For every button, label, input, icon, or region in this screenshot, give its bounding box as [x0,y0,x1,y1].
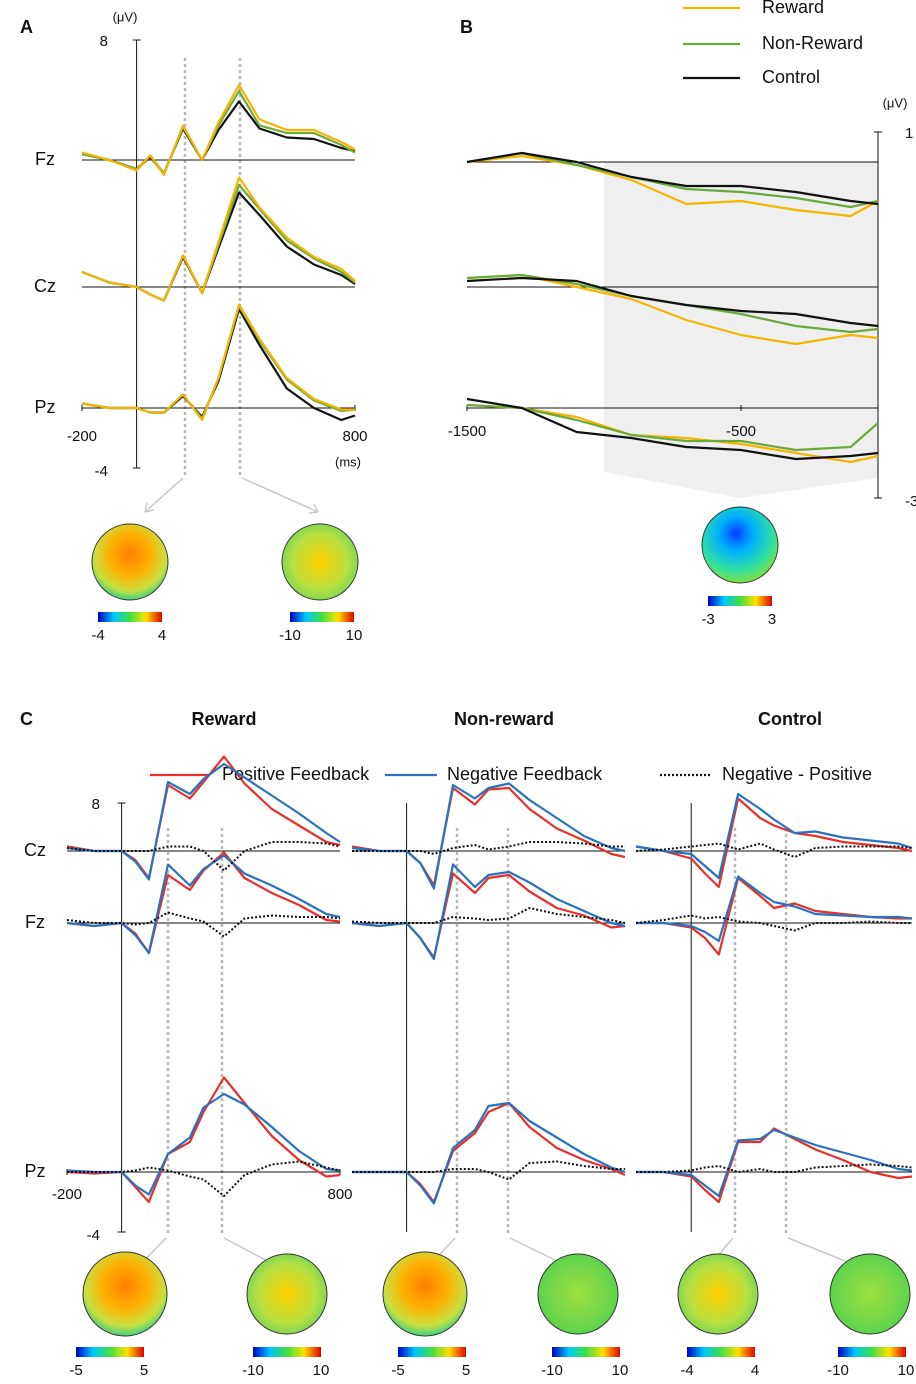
waveform [67,1160,341,1197]
x-tick-label: -200 [67,428,97,445]
waveform [81,304,356,420]
y-tick-label: -3 [905,493,916,510]
x-tick-label: 800 [342,428,367,445]
colorbar [398,1347,466,1357]
chart-title: Non-reward [454,709,554,729]
waveform [466,151,879,206]
colorbar [838,1347,906,1357]
waveform [352,1101,626,1204]
waveform [351,872,626,959]
colorbar [290,612,354,622]
colorbar [708,596,772,606]
colorbar-label: 10 [346,627,363,644]
waveform [81,307,356,422]
colorbar-label: -10 [242,1362,264,1379]
waveform [81,303,355,422]
x-tick-label: -1500 [448,423,486,440]
colorbar-label: 4 [158,627,166,644]
chart-title: Reward [191,709,256,729]
electrode-label: Cz [24,840,46,860]
colorbar [253,1347,321,1357]
waveform [66,854,341,955]
colorbar-label: -4 [680,1362,693,1379]
colorbar-label: 4 [751,1362,759,1379]
colorbar-label: 10 [612,1362,629,1379]
waveform [636,1128,913,1198]
y-tick-label: 8 [100,33,108,50]
y-tick-label: -4 [95,463,108,480]
panel-letter: C [20,709,33,729]
x-tick-label: -200 [52,1186,82,1203]
colorbar-label: -4 [91,627,104,644]
waveform [352,841,625,855]
x-tick-label: -500 [726,423,756,440]
waveform [66,1076,341,1204]
legend-label: Control [762,67,820,87]
colorbar [687,1347,755,1357]
colorbar-label: 10 [898,1362,915,1379]
legend-label: Reward [762,0,824,17]
electrode-label: Cz [34,276,56,296]
electrode-label: Fz [25,912,45,932]
colorbar-label: 5 [140,1362,148,1379]
waveform [66,762,341,881]
waveform [352,1101,626,1205]
waveform [466,403,879,452]
topomaps [82,506,911,1337]
colorbar-label: -10 [541,1362,563,1379]
colorbar-label: -10 [279,627,301,644]
waveform [66,841,341,872]
electrode-label: Fz [35,149,55,169]
waveform [66,1092,341,1196]
waveform [351,782,626,890]
legend-label: Positive Feedback [222,764,370,784]
waveform [81,100,356,175]
colorbar-label: 10 [313,1362,330,1379]
analysis-window [604,162,878,498]
waveform [636,875,913,943]
waveform [66,851,341,955]
electrode-label: Pz [24,1161,45,1181]
waveform [635,842,913,858]
waveform [81,176,356,302]
waveform [352,1160,625,1181]
x-unit: (ms) [335,454,361,469]
colorbar [98,612,162,622]
y-unit: (μV) [883,95,908,110]
colorbar-label: -10 [827,1362,849,1379]
colorbar-label: 3 [768,611,776,628]
colorbar-label: -3 [701,611,714,628]
waveform [635,792,913,880]
waveform [636,1163,913,1173]
legend-label: Non-Reward [762,33,863,53]
waveform [466,154,879,218]
colorbar-label: -5 [391,1362,404,1379]
colorbar [76,1347,144,1357]
colorbar-label: -5 [69,1362,82,1379]
panel-letter: B [460,17,473,37]
y-tick-label: 8 [92,796,100,813]
colorbar-label: 5 [462,1362,470,1379]
panel-letter: A [20,17,33,37]
x-tick-label: 800 [327,1186,352,1203]
legend-label: Negative - Positive [722,764,872,784]
waveform [466,397,879,461]
y-tick-label: -4 [87,1227,100,1244]
waveform [635,914,912,932]
waveform [635,797,913,889]
waveform [351,907,626,924]
waveform [66,911,341,938]
legend-label: Negative Feedback [447,764,603,784]
chart-title: Control [758,709,822,729]
y-unit: (μV) [113,9,138,24]
waveform [466,276,879,328]
electrode-label: Pz [34,397,55,417]
colorbar [552,1347,620,1357]
waveform [351,863,626,961]
y-tick-label: 1 [905,125,913,142]
waveform [81,83,356,177]
